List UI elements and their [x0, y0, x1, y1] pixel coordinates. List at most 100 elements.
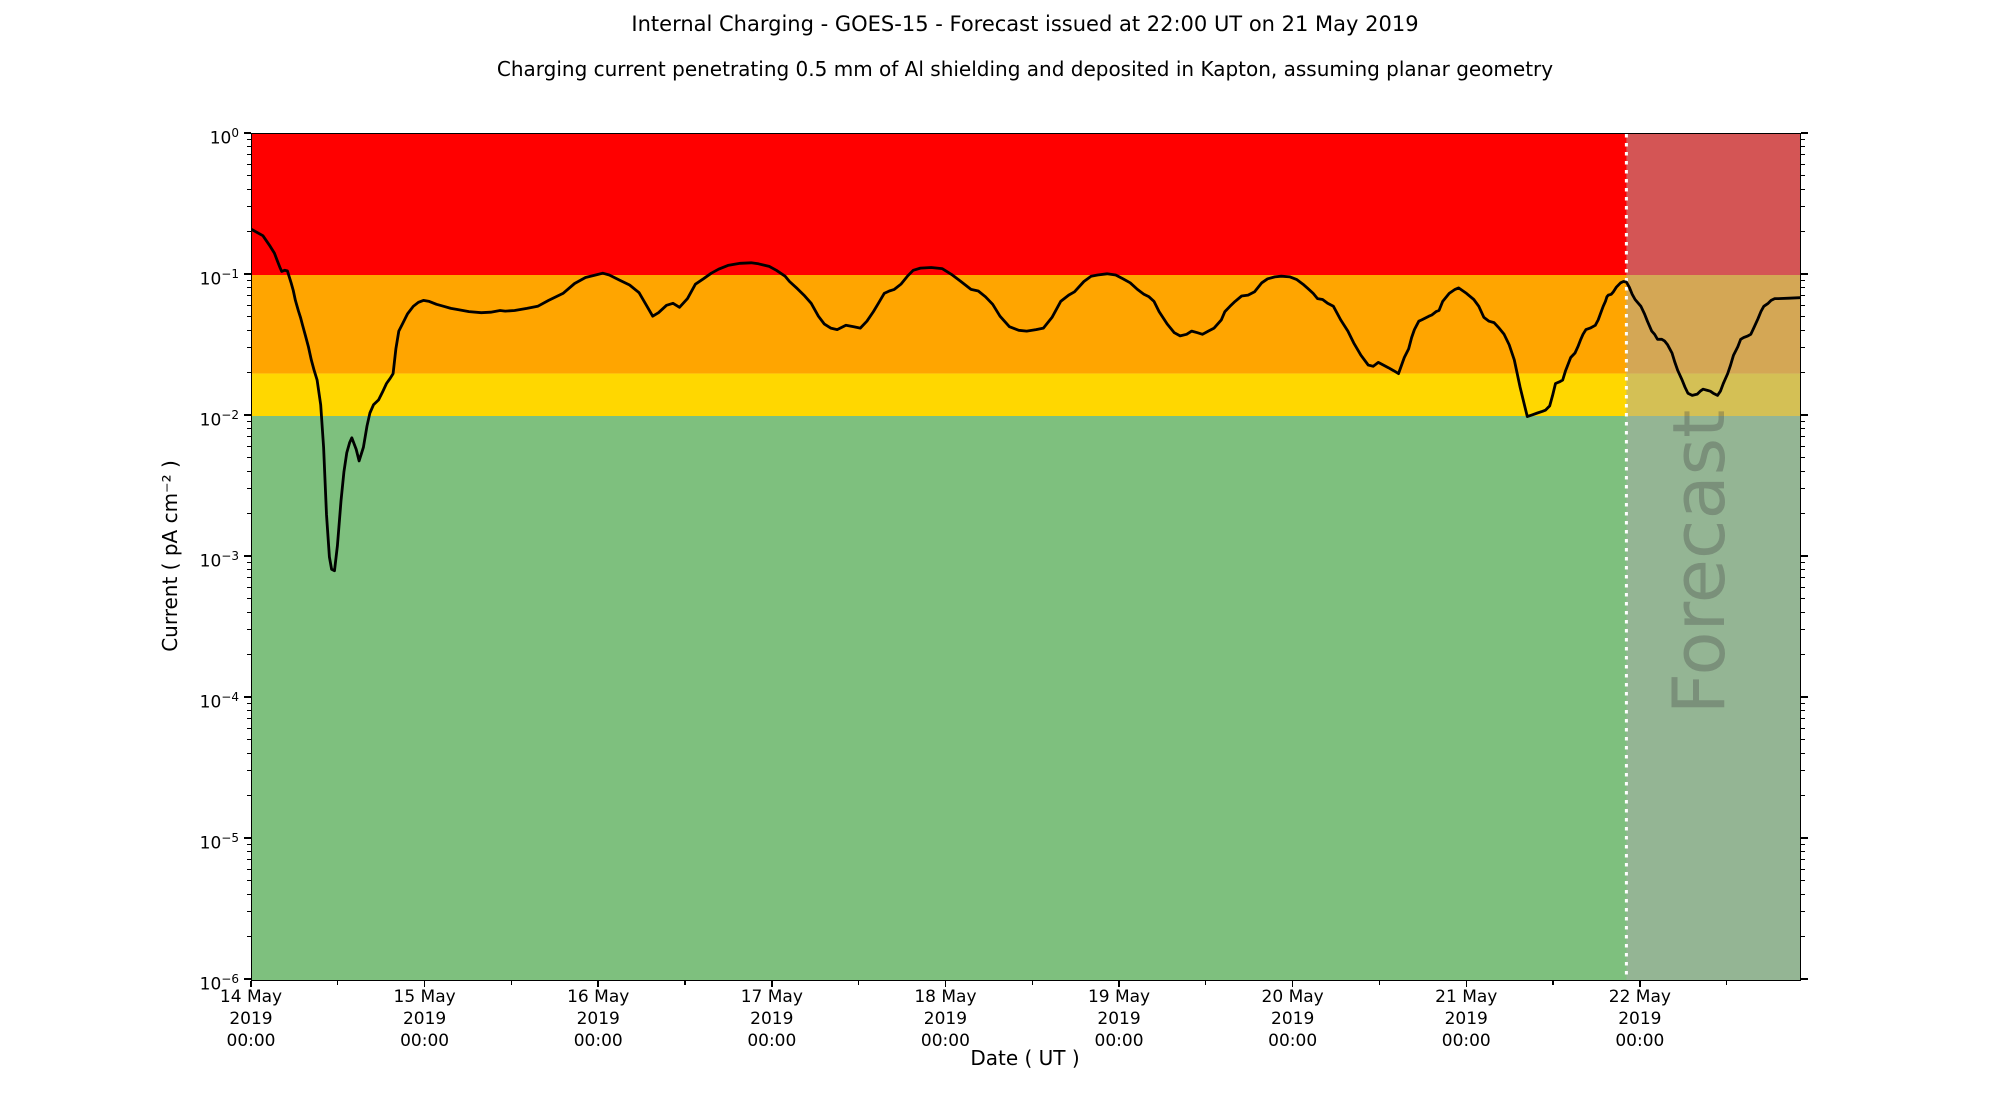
x-axis-label: Date ( UT ): [970, 1046, 1080, 1070]
chart-subtitle: Charging current penetrating 0.5 mm of A…: [496, 57, 1554, 81]
y-minor-tick: [1801, 879, 1805, 882]
y-minor-tick: [247, 770, 251, 772]
y-major-tick: [244, 273, 251, 275]
y-minor-tick: [1801, 146, 1805, 148]
x-tick-label: 16 May 2019 00:00: [567, 987, 630, 1051]
y-minor-tick: [1801, 727, 1805, 729]
y-minor-tick: [1801, 456, 1805, 459]
y-minor-tick: [1801, 577, 1805, 579]
y-tick-exponent: −4: [221, 690, 239, 704]
y-minor-tick: [1801, 569, 1805, 571]
y-minor-tick: [247, 752, 251, 754]
y-minor-tick: [247, 174, 251, 177]
y-minor-tick: [247, 512, 251, 515]
y-minor-tick: [247, 911, 251, 913]
y-minor-tick: [1801, 597, 1805, 600]
x-major-tick: [944, 981, 947, 987]
y-tick-label: 10−1: [199, 267, 239, 290]
y-minor-tick: [1801, 315, 1805, 318]
y-minor-tick: [247, 794, 251, 797]
x-tick-label: 19 May 2019 00:00: [1087, 987, 1151, 1051]
y-minor-tick: [247, 597, 251, 600]
y-minor-tick: [1801, 428, 1805, 430]
band-yellow-alert: [252, 373, 1800, 416]
y-minor-tick: [1801, 230, 1805, 233]
y-minor-tick: [247, 146, 251, 148]
y-minor-tick: [247, 727, 251, 729]
x-minor-tick: [510, 981, 512, 985]
y-minor-tick: [247, 445, 251, 447]
y-tick-label: 10−4: [199, 690, 239, 713]
y-major-tick: [244, 414, 251, 416]
y-minor-tick: [1801, 935, 1805, 938]
y-minor-tick: [247, 470, 251, 472]
x-major-tick: [423, 981, 426, 987]
y-minor-tick: [247, 188, 251, 190]
y-minor-tick: [247, 935, 251, 938]
y-minor-tick: [247, 851, 251, 853]
y-minor-tick: [1801, 188, 1805, 190]
y-tick-label: 10−5: [199, 831, 239, 854]
y-minor-tick: [1801, 174, 1805, 177]
x-major-tick: [597, 981, 599, 987]
y-minor-tick: [1801, 843, 1805, 846]
y-minor-tick: [247, 138, 251, 141]
y-major-tick: [244, 978, 251, 980]
y-minor-tick: [247, 859, 251, 861]
x-tick-label: 17 May 2019 00:00: [740, 987, 803, 1051]
y-minor-tick: [247, 569, 251, 571]
y-minor-tick: [1801, 420, 1805, 423]
x-major-tick: [1118, 981, 1120, 987]
y-major-tick: [1801, 273, 1808, 275]
y-minor-tick: [247, 893, 251, 895]
x-tick-label: 21 May 2019 00:00: [1435, 987, 1498, 1051]
band-orange-alert: [252, 275, 1800, 374]
y-minor-tick: [1801, 868, 1805, 870]
y-minor-tick: [247, 868, 251, 870]
x-minor-tick: [337, 981, 339, 985]
y-minor-tick: [247, 315, 251, 318]
y-minor-tick: [1801, 770, 1805, 772]
y-tick-exponent: −5: [221, 831, 239, 845]
y-major-tick: [1801, 837, 1808, 839]
y-minor-tick: [247, 347, 251, 349]
y-minor-tick: [247, 718, 251, 720]
y-minor-tick: [1801, 718, 1805, 720]
y-minor-tick: [1801, 470, 1805, 472]
x-minor-tick: [858, 981, 860, 985]
y-minor-tick: [1801, 329, 1805, 331]
x-tick-label: 18 May 2019 00:00: [914, 987, 977, 1051]
y-major-tick: [244, 555, 251, 557]
y-minor-tick: [247, 428, 251, 430]
y-major-tick: [244, 837, 251, 839]
y-major-tick: [1801, 978, 1808, 980]
y-minor-tick: [247, 163, 251, 165]
y-minor-tick: [1801, 611, 1805, 613]
x-major-tick: [250, 981, 252, 987]
y-minor-tick: [247, 738, 251, 741]
y-minor-tick: [247, 843, 251, 846]
y-minor-tick: [1801, 702, 1805, 705]
y-minor-tick: [247, 456, 251, 459]
chart-svg: Forecast: [252, 134, 1800, 980]
y-minor-tick: [247, 879, 251, 882]
y-minor-tick: [247, 154, 251, 156]
y-minor-tick: [1801, 512, 1805, 515]
y-axis-label: Current ( pA cm⁻² ): [158, 460, 182, 652]
y-minor-tick: [1801, 752, 1805, 754]
x-major-tick: [1291, 981, 1294, 987]
y-tick-label: 10−6: [199, 972, 239, 995]
y-minor-tick: [1801, 163, 1805, 165]
y-minor-tick: [1801, 304, 1805, 306]
y-major-tick: [1801, 696, 1808, 698]
x-minor-tick: [1031, 981, 1033, 985]
y-major-tick: [244, 132, 251, 134]
plot-area: Forecast: [251, 133, 1801, 981]
y-tick-exponent: −3: [221, 549, 239, 563]
x-major-tick: [1639, 981, 1641, 987]
x-minor-tick: [1552, 981, 1554, 985]
y-minor-tick: [1801, 911, 1805, 913]
y-minor-tick: [247, 436, 251, 438]
y-minor-tick: [1801, 851, 1805, 853]
